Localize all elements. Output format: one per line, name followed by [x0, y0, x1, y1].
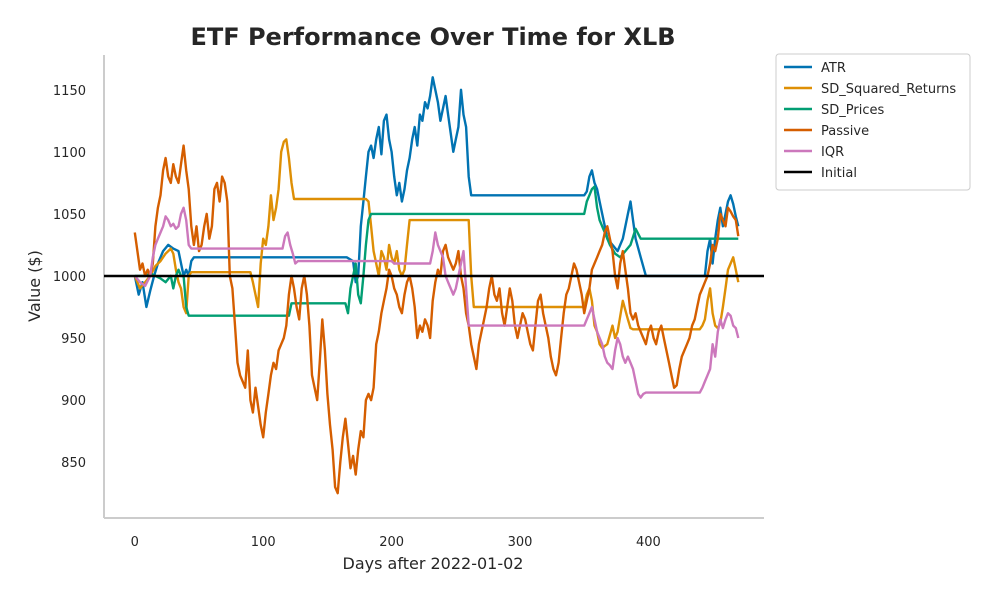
x-tick-label: 0 — [131, 535, 139, 550]
series-line-passive — [133, 144, 740, 495]
legend-label: SD_Prices — [821, 103, 884, 118]
series-line-sd-squared-returns — [133, 138, 740, 350]
y-tick-label: 1100 — [53, 146, 86, 161]
x-tick-label: 100 — [251, 535, 276, 550]
legend: ATR SD_Squared_Returns SD_Prices Passive IQR… — [775, 53, 971, 191]
y-tick-label: 1150 — [53, 84, 86, 99]
y-axis-label: Value ($) — [25, 250, 44, 322]
legend-label: Initial — [821, 166, 857, 181]
series-line-atr — [133, 76, 740, 309]
legend-box — [775, 53, 971, 191]
chart-title: ETF Performance Over Time for XLB — [190, 23, 675, 51]
x-tick-label: 200 — [379, 535, 404, 550]
legend-label: SD_Squared_Returns — [821, 82, 956, 97]
plot-area — [104, 76, 764, 495]
y-tick-label: 850 — [61, 456, 86, 471]
y-tick-label: 1050 — [53, 208, 86, 223]
series-line-iqr — [133, 206, 740, 399]
x-tick-label: 400 — [636, 535, 661, 550]
legend-label: ATR — [821, 61, 846, 76]
y-tick-label: 950 — [61, 332, 86, 347]
tick-labels: 0 100 200 300 400 850 900 950 1000 1050 1100 1150 — [53, 84, 661, 550]
x-tick-label: 300 — [508, 535, 533, 550]
y-tick-label: 900 — [61, 394, 86, 409]
axes — [103, 55, 764, 519]
y-tick-label: 1000 — [53, 270, 86, 285]
legend-label: Passive — [821, 124, 869, 139]
series-line-sd-prices — [134, 185, 739, 317]
x-axis-label: Days after 2022-01-02 — [343, 554, 524, 573]
legend-label: IQR — [821, 145, 844, 160]
